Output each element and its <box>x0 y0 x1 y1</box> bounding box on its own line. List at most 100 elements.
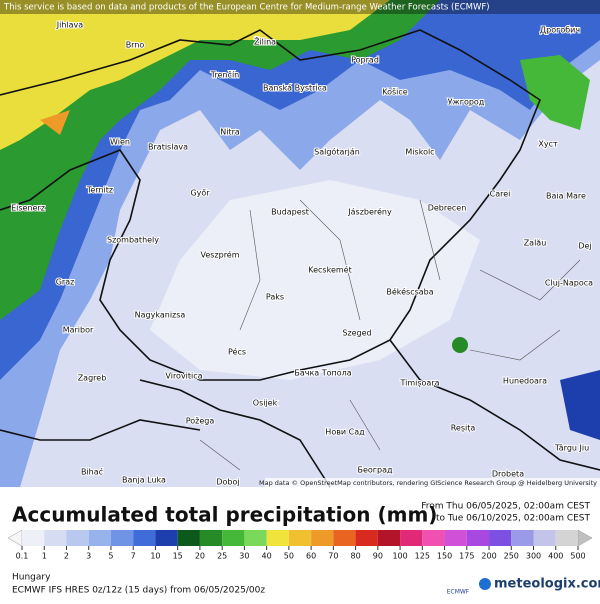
legend-swatch <box>489 530 512 546</box>
legend-tick-label: 30 <box>239 552 249 561</box>
legend-tick-label: 50 <box>284 552 294 561</box>
legend-swatch <box>400 530 423 546</box>
city-label: Békéscsaba <box>386 287 433 297</box>
legend-tick-label: 40 <box>262 552 272 561</box>
map <box>0 0 600 488</box>
legend-over <box>577 529 593 547</box>
legend-swatch <box>288 530 312 546</box>
city-label: Дрогобич <box>540 26 580 35</box>
legend-tick-label: 20 <box>195 552 205 561</box>
city-label: Szeged <box>342 329 371 338</box>
legend-swatch <box>333 530 356 546</box>
legend-swatch <box>555 530 578 546</box>
legend-tick-label: 10 <box>150 552 160 561</box>
legend-tick-label: 60 <box>306 552 316 561</box>
city-label: Cluj-Napoca <box>545 279 593 288</box>
legend-tick-label: 2 <box>64 552 69 561</box>
attribution-bar <box>265 478 600 487</box>
region: Hungary <box>12 573 51 583</box>
legend-tick-label: 125 <box>415 552 430 561</box>
legend-swatch <box>177 530 200 546</box>
brand: meteologix.com <box>494 577 600 592</box>
legend-swatch <box>533 530 556 546</box>
legend-swatch <box>22 530 45 546</box>
legend-tick-label: 90 <box>373 552 383 561</box>
city-label: Wien <box>110 138 130 147</box>
city-label: Budapest <box>271 208 309 217</box>
city-label: Salgótarján <box>314 147 360 157</box>
legend-swatch <box>377 530 401 546</box>
legend-tick-label: 175 <box>459 552 474 561</box>
notice: This service is based on data and produc… <box>3 3 490 13</box>
legend-tick-label: 300 <box>526 552 541 561</box>
legend-swatch <box>466 530 490 546</box>
legend-tick-label: 400 <box>548 552 563 561</box>
city-label: Debrecen <box>428 204 467 213</box>
city-label: Timișoara <box>399 379 439 389</box>
legend-swatch <box>355 530 378 546</box>
period-from: From Thu 06/05/2025, 02:00am CEST <box>421 502 590 512</box>
legend-tick-label: 5 <box>108 552 113 561</box>
model: ECMWF IFS HRES 0z/12z (15 days) from 06/… <box>12 586 265 596</box>
city-label: Dej <box>578 242 591 251</box>
legend-swatch <box>110 530 134 546</box>
city-label: Reșița <box>451 424 476 434</box>
city-label: Brno <box>126 41 145 50</box>
city-label: Bratislava <box>148 143 188 152</box>
attribution: Map data © OpenStreetMap contributors, r… <box>259 479 597 487</box>
city-label: Nitra <box>220 128 240 137</box>
city-label: Nagykanizsa <box>135 311 186 320</box>
notice-bar <box>0 0 600 14</box>
legend-swatch <box>511 530 534 546</box>
legend-tick-label: 200 <box>481 552 496 561</box>
city-label: Нови Сад <box>325 428 365 437</box>
legend-tick-label: 3 <box>86 552 91 561</box>
legend-swatch <box>222 530 245 546</box>
period-to: to Tue 06/10/2025, 02:00am CEST <box>436 514 590 524</box>
legend-swatch <box>199 530 223 546</box>
legend-tick-label: 0.1 <box>16 552 29 561</box>
city-label: Бачка Топола <box>294 369 351 378</box>
legend-swatch <box>88 530 111 546</box>
title: Accumulated total precipitation (mm) <box>12 503 437 527</box>
city-label: Drobeta <box>492 470 524 479</box>
city-label: Košice <box>382 87 408 97</box>
legend-swatch <box>133 530 156 546</box>
city-label: Хуст <box>538 140 558 149</box>
city-label: Virovitica <box>165 372 202 381</box>
city-label: Miskolc <box>405 148 434 157</box>
city-label: Београд <box>357 466 392 475</box>
legend-tick-label: 100 <box>392 552 407 561</box>
city-label: Osijek <box>253 399 278 408</box>
city-label: Jihlava <box>56 21 84 30</box>
city-labels: Jihlava Brno Žilina Poprad Trenčín Banská Bys… <box>10 20 594 488</box>
city-label: Žilina <box>254 36 276 47</box>
ecmwf-logo: ECMWF <box>447 589 470 596</box>
city-label: Trenčín <box>210 70 240 80</box>
legend-tick-label: 500 <box>570 552 585 561</box>
city-label: Graz <box>56 278 75 287</box>
city-label: Banská Bystrica <box>263 84 327 93</box>
legend-swatch <box>244 530 267 546</box>
city-label: Baia Mare <box>546 192 586 201</box>
city-label: Požega <box>186 417 215 426</box>
legend-swatch <box>422 530 445 546</box>
legend-swatch <box>66 530 89 546</box>
legend-tick-label: 150 <box>437 552 452 561</box>
legend-tick-label: 250 <box>504 552 519 561</box>
city-label: Kecskemét <box>308 265 351 275</box>
city-label: Maribor <box>63 326 94 335</box>
city-label: Hunedoara <box>503 377 547 386</box>
legend-swatch <box>155 530 178 546</box>
brand-icon <box>479 578 491 590</box>
city-label: Jászberény <box>347 207 392 217</box>
city-label: Szombathely <box>107 236 159 245</box>
legend-tick-label: 25 <box>217 552 227 561</box>
city-label: Eisenerz <box>11 204 45 213</box>
city-label: Bihać <box>81 467 103 477</box>
city-label: Târgu Jiu <box>554 444 589 453</box>
city-label: Carei <box>490 190 511 199</box>
city-label: Zalău <box>524 239 547 248</box>
legend-swatch <box>311 530 334 546</box>
